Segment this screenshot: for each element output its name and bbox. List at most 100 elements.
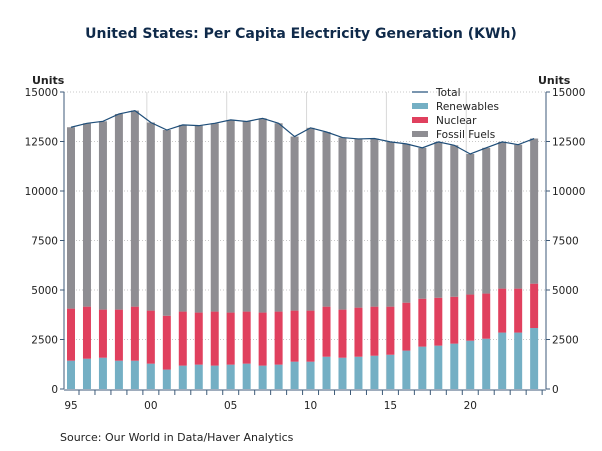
bar-renewables: [482, 338, 491, 389]
left-tick-label: 0: [51, 384, 58, 396]
bar-nuclear: [418, 298, 427, 347]
bar-nuclear: [194, 312, 203, 365]
bar-fossil-fuels: [498, 141, 507, 289]
bar-nuclear: [338, 309, 347, 358]
bar-nuclear: [67, 308, 75, 361]
bar-fossil-fuels: [290, 136, 299, 311]
bar-nuclear: [98, 309, 107, 358]
bar-renewables: [306, 361, 315, 389]
bar-fossil-fuels: [418, 147, 427, 299]
bar-renewables: [226, 364, 235, 389]
bar-fossil-fuels: [274, 123, 283, 312]
bar-nuclear: [354, 307, 363, 357]
bar-renewables: [130, 360, 139, 389]
bar-nuclear: [290, 310, 299, 362]
bar-fossil-fuels: [322, 131, 331, 307]
bar-renewables: [146, 363, 155, 389]
bar-renewables: [322, 356, 331, 389]
x-tick-label: 20: [464, 400, 477, 412]
right-tick-label: 0: [552, 384, 559, 396]
bar-fossil-fuels: [162, 130, 171, 316]
bar-fossil-fuels: [98, 121, 107, 310]
bar-renewables: [258, 365, 267, 389]
bar-nuclear: [402, 302, 411, 351]
bar-fossil-fuels: [434, 141, 443, 298]
bar-renewables: [67, 360, 75, 389]
left-tick-label: 5000: [31, 285, 58, 297]
right-axis-label: Units: [538, 74, 571, 87]
bar-renewables: [434, 345, 443, 389]
bar-fossil-fuels: [146, 122, 155, 311]
bar-renewables: [530, 328, 539, 389]
bar-nuclear: [82, 306, 91, 359]
left-tick-label: 10000: [25, 186, 58, 198]
bar-nuclear: [466, 294, 475, 341]
bar-renewables: [354, 356, 363, 389]
bar-renewables: [178, 365, 187, 389]
bar-nuclear: [114, 309, 123, 361]
legend-swatch: [412, 103, 428, 109]
right-tick-label: 12500: [552, 137, 585, 149]
x-tick-label: 00: [144, 400, 157, 412]
bar-nuclear: [450, 296, 459, 344]
left-tick-label: 12500: [25, 137, 58, 149]
legend-label: Fossil Fuels: [436, 129, 495, 141]
bar-fossil-fuels: [178, 124, 187, 312]
bar-fossil-fuels: [402, 143, 411, 303]
bar-renewables: [514, 332, 523, 389]
bar-nuclear: [370, 306, 379, 356]
left-tick-label: 7500: [31, 236, 58, 248]
bar-nuclear: [306, 310, 315, 362]
bar-nuclear: [178, 311, 187, 366]
bar-renewables: [418, 346, 427, 389]
bar-fossil-fuels: [530, 138, 539, 284]
x-tick-label: 95: [64, 400, 77, 412]
bar-fossil-fuels: [306, 127, 315, 311]
source-note: Source: Our World in Data/Haver Analytic…: [60, 431, 294, 444]
legend-label: Renewables: [436, 101, 499, 113]
bar-fossil-fuels: [67, 127, 75, 309]
bar-fossil-fuels: [82, 123, 91, 307]
bar-fossil-fuels: [226, 119, 235, 313]
bar-renewables: [274, 364, 283, 389]
bar-renewables: [338, 357, 347, 389]
bar-nuclear: [434, 297, 443, 346]
bar-fossil-fuels: [354, 138, 363, 308]
legend-total-label: Total: [435, 87, 461, 99]
right-tick-label: 5000: [552, 285, 579, 297]
bar-nuclear: [482, 293, 491, 339]
bar-renewables: [450, 343, 459, 389]
bar-renewables: [402, 350, 411, 389]
bar-nuclear: [242, 311, 251, 364]
bar-fossil-fuels: [194, 125, 203, 313]
right-tick-label: 15000: [552, 87, 585, 99]
x-tick-label: 15: [384, 400, 397, 412]
bar-renewables: [498, 332, 507, 389]
bar-fossil-fuels: [370, 138, 379, 307]
bar-renewables: [98, 357, 107, 389]
bar-nuclear: [274, 311, 283, 365]
x-tick-label: 10: [304, 400, 317, 412]
bar-renewables: [370, 355, 379, 389]
bar-nuclear: [226, 312, 235, 365]
bar-nuclear: [210, 311, 219, 366]
bar-fossil-fuels: [386, 141, 395, 307]
bar-nuclear: [386, 306, 395, 355]
x-tick-label: 05: [224, 400, 237, 412]
chart-title: United States: Per Capita Electricity Ge…: [85, 26, 517, 42]
bar-renewables: [210, 365, 219, 389]
bar-renewables: [194, 364, 203, 389]
right-tick-label: 7500: [552, 236, 579, 248]
bar-renewables: [162, 369, 171, 389]
left-tick-label: 2500: [31, 335, 58, 347]
legend-swatch: [412, 117, 428, 123]
total-line: [70, 109, 535, 155]
right-tick-label: 2500: [552, 335, 579, 347]
bar-nuclear: [514, 288, 523, 333]
bar-fossil-fuels: [482, 147, 491, 294]
bar-nuclear: [146, 310, 155, 364]
bar-fossil-fuels: [466, 153, 475, 295]
bar-nuclear: [498, 288, 507, 333]
bar-fossil-fuels: [258, 118, 267, 313]
